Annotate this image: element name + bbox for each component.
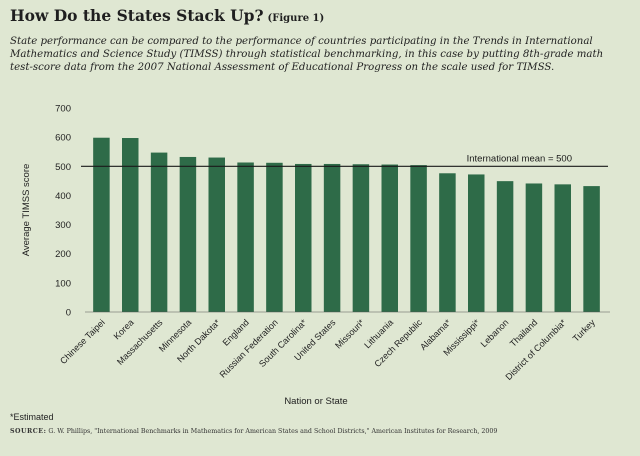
y-tick-label: 100	[55, 278, 71, 289]
bar-thailand	[525, 183, 543, 312]
x-tick-label: Turkey	[571, 317, 598, 344]
y-tick-label: 600	[55, 133, 71, 144]
bar-united-states	[323, 163, 341, 312]
bar-lebanon	[496, 181, 514, 312]
source-note: SOURCE: G. W. Phillips, "International B…	[10, 428, 497, 435]
bar-chinese-taipei	[93, 137, 110, 312]
y-tick-label: 400	[55, 191, 71, 202]
bar-england	[237, 162, 254, 312]
bar-lithuania	[381, 164, 398, 312]
y-tick-label: 0	[66, 308, 71, 319]
bar-missouri	[352, 164, 370, 312]
x-tick-label: Lebanon	[479, 317, 511, 349]
y-axis-title: Average TIMSS score	[21, 164, 32, 257]
x-tick-label: Korea	[112, 317, 136, 341]
bar-chart: 0 100 200 300 400 500 600 700 International mean…	[21, 104, 610, 407]
bar-korea	[122, 138, 139, 312]
bar-russian-federation	[266, 162, 283, 312]
bar-district-of-columbia	[554, 184, 571, 312]
bar-north-dakota	[208, 157, 225, 312]
estimated-note: *Estimated	[10, 412, 54, 422]
figure-label: (Figure 1)	[267, 13, 325, 24]
source-label: SOURCE:	[10, 428, 47, 435]
bar-mississippi	[468, 174, 485, 312]
title-text: How Do the States Stack Up?	[10, 6, 264, 25]
x-tick-label: Missouri*	[333, 317, 367, 351]
bar-south-carolina	[295, 163, 312, 312]
bar-alabama	[439, 173, 456, 312]
x-axis-title: Nation or State	[284, 396, 347, 407]
y-tick-label: 200	[55, 249, 71, 260]
x-tick-label: Chinese Taipei	[58, 317, 107, 366]
reference-line-label: International mean = 500	[467, 153, 572, 164]
y-tick-label: 500	[55, 162, 71, 173]
bar-turkey	[583, 186, 600, 312]
page-title: How Do the States Stack Up? (Figure 1)	[10, 6, 324, 25]
source-text: G. W. Phillips, "International Benchmark…	[48, 428, 498, 435]
bar-minnesota	[179, 156, 197, 312]
bar-czech-republic	[410, 165, 427, 312]
chart-description: State performance can be compared to the…	[10, 36, 604, 73]
y-tick-label: 300	[55, 220, 71, 231]
bar-massachusetts	[150, 152, 168, 312]
y-tick-label: 700	[55, 104, 71, 115]
